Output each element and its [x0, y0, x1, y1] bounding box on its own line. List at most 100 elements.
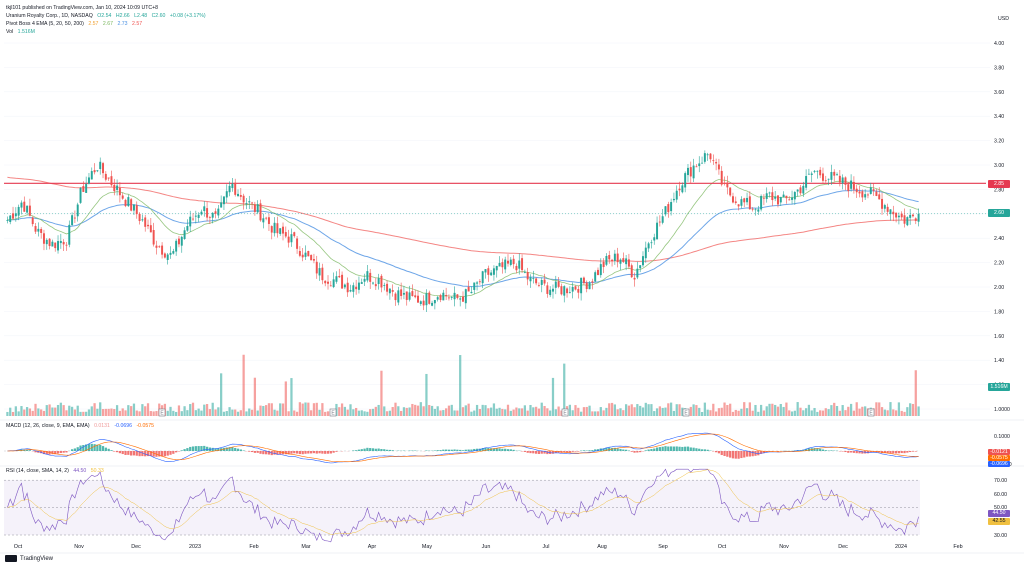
macd-hist-bar	[62, 451, 65, 453]
macd-hist-bar	[501, 448, 504, 451]
macd-hist-bar	[456, 449, 459, 451]
macd-line	[7, 432, 919, 464]
macd-hist-bar	[160, 451, 164, 457]
volume-bar	[613, 404, 616, 416]
candle-body	[304, 252, 307, 257]
candle-body	[639, 265, 642, 269]
macd-hist-bar	[183, 449, 186, 451]
volume-bar	[93, 403, 96, 416]
volume-bar	[537, 408, 541, 416]
tradingview-logo[interactable]: TradingView	[5, 555, 53, 562]
candle-body	[163, 253, 166, 258]
volume-bar	[307, 402, 310, 416]
candle-body	[214, 211, 217, 214]
volume-bar	[149, 411, 152, 416]
currency-label[interactable]: USD	[998, 16, 1009, 22]
candle-body	[453, 292, 456, 300]
candle-body	[664, 206, 667, 215]
candle-body	[692, 165, 695, 179]
macd-hist-bar	[138, 451, 141, 457]
macd-hist-bar	[473, 448, 476, 451]
macd-tag-1: -0.0121	[988, 449, 1010, 455]
volume-bar	[712, 403, 715, 416]
x-axis-tick: Dec	[131, 544, 141, 550]
volume-bar	[664, 407, 667, 416]
x-axis-tick: 2023	[189, 544, 201, 550]
candle-body	[152, 230, 155, 245]
macd-hist-bar	[191, 446, 195, 451]
macd-hist-bar	[571, 451, 574, 452]
candle-body	[130, 199, 133, 211]
volume-bar	[265, 405, 268, 416]
volume-bar	[360, 410, 363, 416]
macd-legend[interactable]: MACD (12, 26, close, 9, EMA, EMA) 0.0131…	[6, 423, 157, 429]
macd-hist-bar	[602, 448, 605, 451]
candle-body	[844, 177, 847, 185]
candle-body	[858, 191, 861, 194]
volume-bar	[568, 404, 571, 416]
candle-body	[296, 238, 299, 249]
candle-body	[329, 285, 332, 287]
candle-body	[270, 226, 273, 233]
main-legend[interactable]: Uranium Royalty Corp., 1D, NASDAQ O2.54 …	[6, 13, 209, 19]
candle-body	[439, 295, 442, 301]
macd-hist-bar	[326, 451, 330, 454]
candle-body	[276, 223, 279, 234]
candle-body	[93, 170, 96, 173]
candle-body	[807, 173, 810, 175]
rsi-legend[interactable]: RSI (14, close, SMA, 14, 2) 44.50 50.33	[6, 468, 107, 474]
volume-bar	[588, 405, 591, 416]
macd-hist-bar	[807, 448, 811, 451]
volume-bar	[371, 408, 375, 416]
candle-body	[509, 259, 512, 265]
macd-hist-bar	[259, 451, 262, 454]
volume-bar	[582, 407, 586, 416]
volume-bar	[672, 410, 676, 416]
macd-hist-bar	[312, 451, 316, 454]
candle-body	[521, 258, 524, 271]
candle-body	[495, 265, 498, 271]
volume-bar	[118, 410, 122, 416]
candle-body	[360, 282, 363, 284]
candle-body	[346, 282, 349, 293]
volume-tag: 1.516M	[988, 383, 1010, 391]
volume-bar	[886, 410, 889, 416]
macd-hist-bar	[700, 449, 704, 451]
volume-bar	[380, 370, 383, 416]
rsi-axis-tick: 70.00	[994, 478, 1007, 484]
candle-body	[743, 198, 746, 203]
candle-body	[734, 201, 737, 203]
candle-body	[324, 280, 327, 284]
macd-hist-bar	[644, 450, 647, 451]
macd-hist-bar	[847, 451, 850, 453]
volume-bar	[430, 405, 434, 416]
candle-body	[636, 268, 639, 278]
symbol-label[interactable]: Uranium Royalty Corp., 1D, NASDAQ	[6, 13, 93, 19]
volume-bar	[661, 407, 664, 416]
volume-bar	[810, 410, 813, 416]
volume-bar	[599, 407, 602, 416]
macd-hist-bar	[883, 451, 886, 454]
volume-legend[interactable]: Vol 1.516M	[6, 29, 38, 35]
candle-body	[186, 225, 189, 231]
candle-body	[791, 197, 794, 200]
volume-bar	[759, 404, 763, 416]
macd-hist-bar	[445, 449, 448, 451]
candle-body	[172, 251, 175, 254]
volume-bar	[28, 408, 32, 416]
candle-body	[428, 292, 431, 304]
volume-bar	[402, 407, 406, 416]
rsi-tag: 44.50	[988, 510, 1010, 517]
volume-bar	[906, 407, 909, 416]
candle-body	[222, 196, 225, 205]
candle-body	[338, 275, 341, 278]
candle-body	[107, 177, 110, 179]
candle-body	[48, 238, 51, 247]
volume-bar	[222, 411, 226, 416]
volume-bar	[366, 411, 369, 416]
volume-bar	[422, 406, 425, 416]
volume-bar	[560, 410, 563, 416]
ema-legend[interactable]: Pivot Boss 4 EMA (5, 20, 50, 200) 2.57 2…	[6, 21, 145, 27]
volume-bar	[669, 402, 673, 416]
